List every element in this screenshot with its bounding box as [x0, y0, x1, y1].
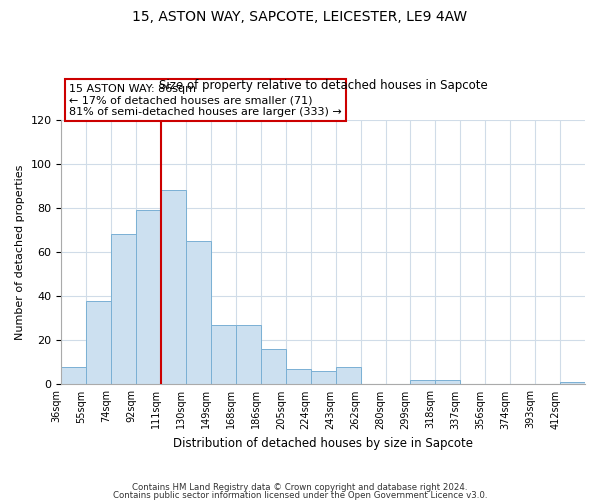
- Text: 15, ASTON WAY, SAPCOTE, LEICESTER, LE9 4AW: 15, ASTON WAY, SAPCOTE, LEICESTER, LE9 4…: [133, 10, 467, 24]
- Bar: [236, 325, 261, 384]
- Y-axis label: Number of detached properties: Number of detached properties: [15, 164, 25, 340]
- Bar: [410, 380, 436, 384]
- Bar: [186, 241, 211, 384]
- Bar: [286, 369, 311, 384]
- Bar: [211, 325, 236, 384]
- Bar: [560, 382, 585, 384]
- X-axis label: Distribution of detached houses by size in Sapcote: Distribution of detached houses by size …: [173, 437, 473, 450]
- Bar: [111, 234, 136, 384]
- Text: 15 ASTON WAY: 86sqm
← 17% of detached houses are smaller (71)
81% of semi-detach: 15 ASTON WAY: 86sqm ← 17% of detached ho…: [69, 84, 342, 117]
- Bar: [161, 190, 186, 384]
- Bar: [61, 367, 86, 384]
- Text: Contains HM Land Registry data © Crown copyright and database right 2024.: Contains HM Land Registry data © Crown c…: [132, 484, 468, 492]
- Title: Size of property relative to detached houses in Sapcote: Size of property relative to detached ho…: [159, 79, 488, 92]
- Text: Contains public sector information licensed under the Open Government Licence v3: Contains public sector information licen…: [113, 490, 487, 500]
- Bar: [136, 210, 161, 384]
- Bar: [86, 300, 111, 384]
- Bar: [335, 367, 361, 384]
- Bar: [311, 371, 335, 384]
- Bar: [261, 349, 286, 384]
- Bar: [436, 380, 460, 384]
